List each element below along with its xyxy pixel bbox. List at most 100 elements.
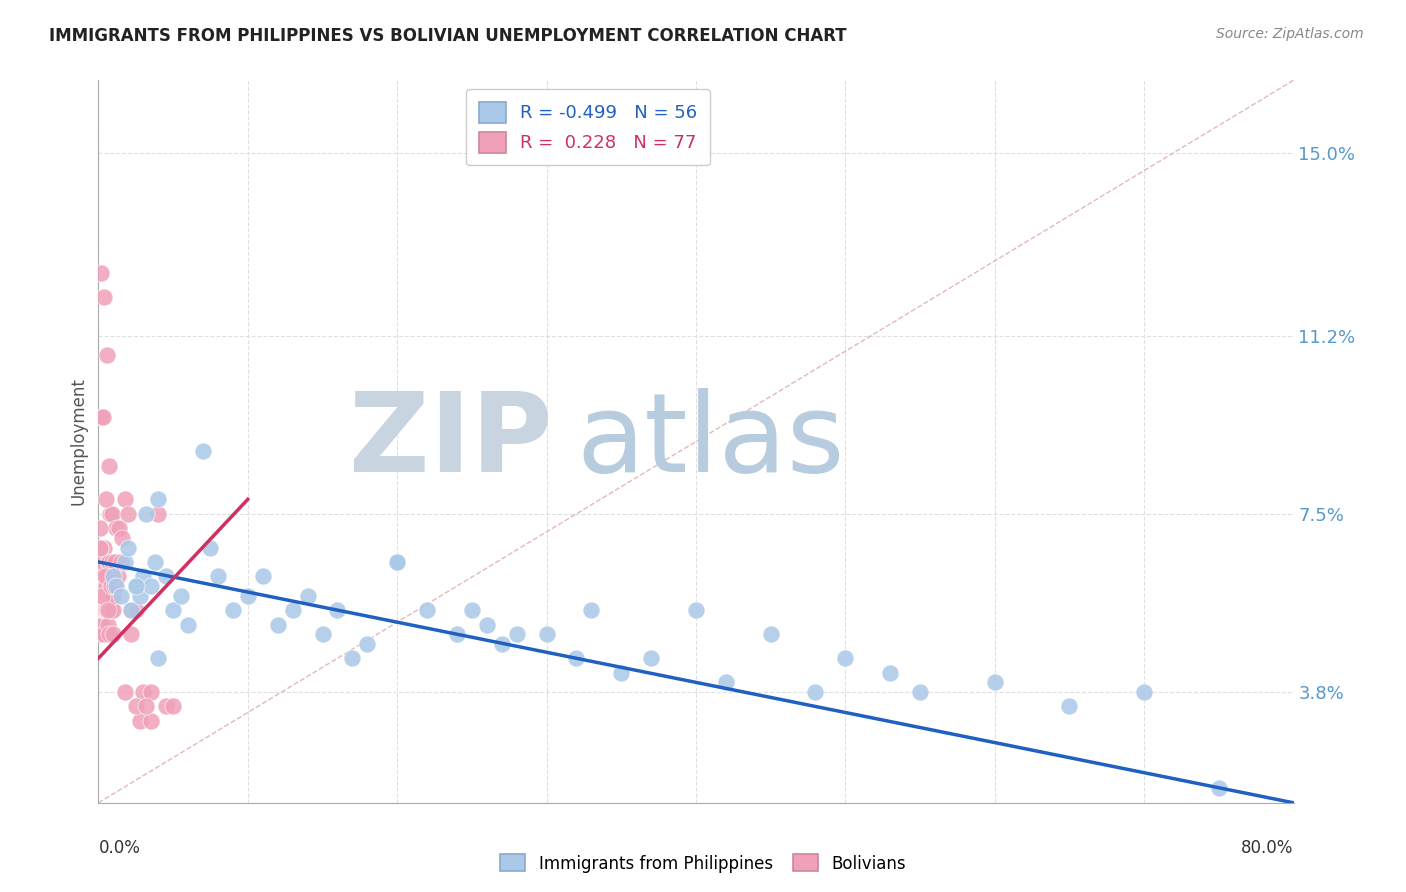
Point: [155, 699, 177, 714]
Point: [132, 569, 155, 583]
Point: [759, 627, 782, 641]
Point: [356, 637, 378, 651]
Point: [506, 627, 529, 641]
Point: [581, 603, 603, 617]
Point: [104, 555, 127, 569]
Point: [125, 603, 148, 617]
Point: [120, 627, 142, 641]
Point: [100, 603, 122, 617]
Point: [222, 603, 245, 617]
Point: [89, 589, 111, 603]
Point: [98, 579, 121, 593]
Point: [90, 603, 112, 617]
Point: [117, 541, 139, 555]
Point: [91, 589, 114, 603]
Point: [94, 589, 117, 603]
Point: [114, 555, 136, 569]
Point: [804, 685, 827, 699]
Point: [89, 617, 111, 632]
Point: [135, 507, 157, 521]
Point: [155, 569, 177, 583]
Point: [100, 507, 122, 521]
Point: [98, 507, 121, 521]
Point: [104, 555, 127, 569]
Point: [94, 492, 117, 507]
Point: [191, 444, 214, 458]
Point: [297, 589, 319, 603]
Point: [879, 665, 901, 680]
Point: [129, 589, 152, 603]
Point: [94, 579, 117, 593]
Point: [536, 627, 558, 641]
Point: [311, 627, 333, 641]
Point: [117, 507, 139, 521]
Point: [90, 410, 112, 425]
Point: [565, 651, 588, 665]
Point: [416, 603, 439, 617]
Point: [129, 714, 152, 728]
Point: [685, 603, 707, 617]
Point: [96, 348, 118, 362]
Point: [139, 685, 162, 699]
Legend: Immigrants from Philippines, Bolivians: Immigrants from Philippines, Bolivians: [494, 847, 912, 880]
Point: [139, 579, 162, 593]
Point: [96, 569, 118, 583]
Point: [107, 569, 129, 583]
Point: [1059, 699, 1081, 714]
Text: atlas: atlas: [576, 388, 845, 495]
Text: IMMIGRANTS FROM PHILIPPINES VS BOLIVIAN UNEMPLOYMENT CORRELATION CHART: IMMIGRANTS FROM PHILIPPINES VS BOLIVIAN …: [49, 27, 846, 45]
Point: [491, 637, 513, 651]
Point: [111, 531, 134, 545]
Point: [461, 603, 484, 617]
Point: [103, 589, 125, 603]
Point: [101, 603, 124, 617]
Point: [1133, 685, 1156, 699]
Point: [101, 589, 124, 603]
Text: ZIP: ZIP: [349, 388, 553, 495]
Point: [89, 603, 111, 617]
Point: [94, 603, 117, 617]
Point: [110, 555, 132, 569]
Point: [89, 627, 111, 641]
Point: [91, 617, 114, 632]
Text: Source: ZipAtlas.com: Source: ZipAtlas.com: [1216, 27, 1364, 41]
Point: [96, 579, 118, 593]
Point: [385, 555, 409, 569]
Point: [446, 627, 468, 641]
Point: [97, 555, 120, 569]
Point: [640, 651, 662, 665]
Point: [236, 589, 259, 603]
Point: [114, 492, 136, 507]
Point: [93, 603, 115, 617]
Point: [91, 603, 114, 617]
Point: [143, 555, 166, 569]
Point: [96, 603, 118, 617]
Point: [120, 603, 142, 617]
Point: [132, 685, 155, 699]
Point: [162, 699, 184, 714]
Point: [103, 579, 125, 593]
Point: [342, 651, 364, 665]
Point: [139, 714, 162, 728]
Point: [267, 617, 290, 632]
Point: [105, 579, 128, 593]
Point: [103, 569, 125, 583]
Point: [908, 685, 931, 699]
Point: [110, 555, 132, 569]
Point: [98, 603, 122, 617]
Point: [125, 699, 148, 714]
Point: [93, 627, 115, 641]
Legend: R = -0.499   N = 56, R =  0.228   N = 77: R = -0.499 N = 56, R = 0.228 N = 77: [465, 89, 710, 165]
Point: [834, 651, 856, 665]
Point: [984, 675, 1007, 690]
Point: [125, 579, 148, 593]
Point: [114, 685, 136, 699]
Point: [100, 579, 122, 593]
Point: [120, 603, 142, 617]
Point: [207, 569, 229, 583]
Point: [91, 589, 114, 603]
Point: [90, 589, 112, 603]
Point: [148, 651, 170, 665]
Point: [101, 627, 124, 641]
Point: [162, 603, 184, 617]
